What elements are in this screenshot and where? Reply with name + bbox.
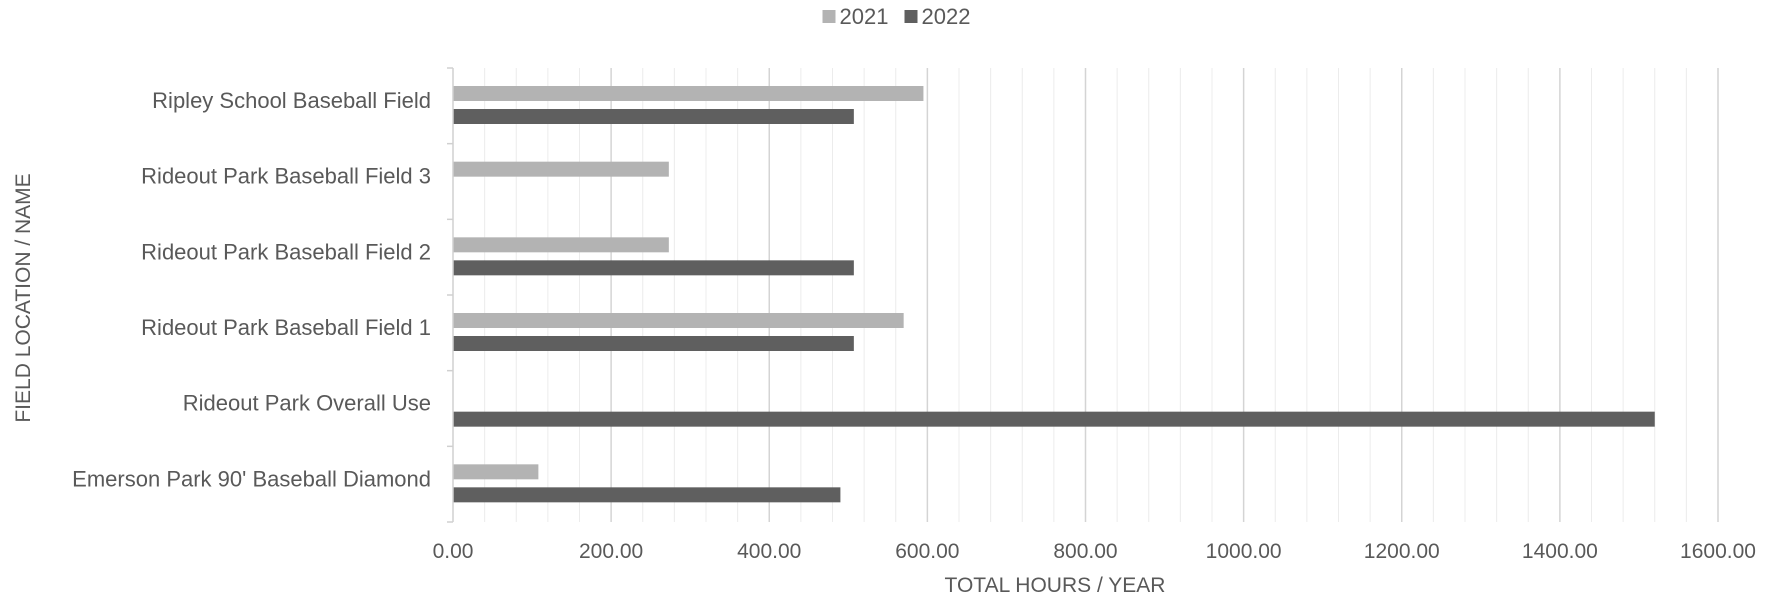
bar-2021-3 — [453, 313, 904, 328]
bar-2021-5 — [453, 464, 539, 480]
x-tick-label: 1600.00 — [1680, 540, 1756, 563]
x-tick-label: 1000.00 — [1206, 540, 1282, 563]
x-tick-label: 400.00 — [737, 540, 801, 563]
bar-2021-1 — [453, 161, 669, 177]
category-label: Rideout Park Baseball Field 3 — [141, 164, 431, 189]
bar-2022-5 — [453, 487, 841, 503]
x-tick-label: 600.00 — [895, 540, 959, 563]
category-label: Ripley School Baseball Field — [152, 88, 431, 113]
x-tick-label: 200.00 — [579, 540, 643, 563]
bar-2021-2 — [453, 237, 669, 253]
legend-label-2022: 2022 — [922, 4, 971, 29]
bar-2021-0 — [453, 86, 924, 101]
bars — [453, 86, 1655, 503]
bar-2022-0 — [453, 109, 854, 124]
y-axis-title: FIELD LOCATION / NAME — [12, 173, 35, 422]
axes: Ripley School Baseball Field Rideout Park… — [72, 67, 1756, 563]
legend: 2021 2022 — [822, 4, 971, 29]
x-tick-label: 0.00 — [433, 540, 474, 563]
x-tick-label: 1200.00 — [1364, 540, 1440, 563]
category-label: Rideout Park Baseball Field 2 — [141, 239, 431, 264]
legend-label-2021: 2021 — [840, 4, 889, 29]
gridlines — [484, 68, 1719, 522]
bar-2022-3 — [453, 336, 854, 351]
legend-swatch-2021 — [822, 10, 836, 23]
bar-2022-2 — [453, 260, 854, 276]
category-label: Rideout Park Overall Use — [183, 391, 431, 416]
category-label: Emerson Park 90' Baseball Diamond — [72, 466, 431, 491]
legend-swatch-2022 — [904, 10, 918, 23]
x-axis-title: TOTAL HOURS / YEAR — [945, 574, 1166, 597]
bar-2022-4 — [453, 411, 1655, 427]
x-tick-label: 1400.00 — [1522, 540, 1598, 563]
category-label: Rideout Park Baseball Field 1 — [141, 315, 431, 340]
x-tick-label: 800.00 — [1053, 540, 1117, 563]
